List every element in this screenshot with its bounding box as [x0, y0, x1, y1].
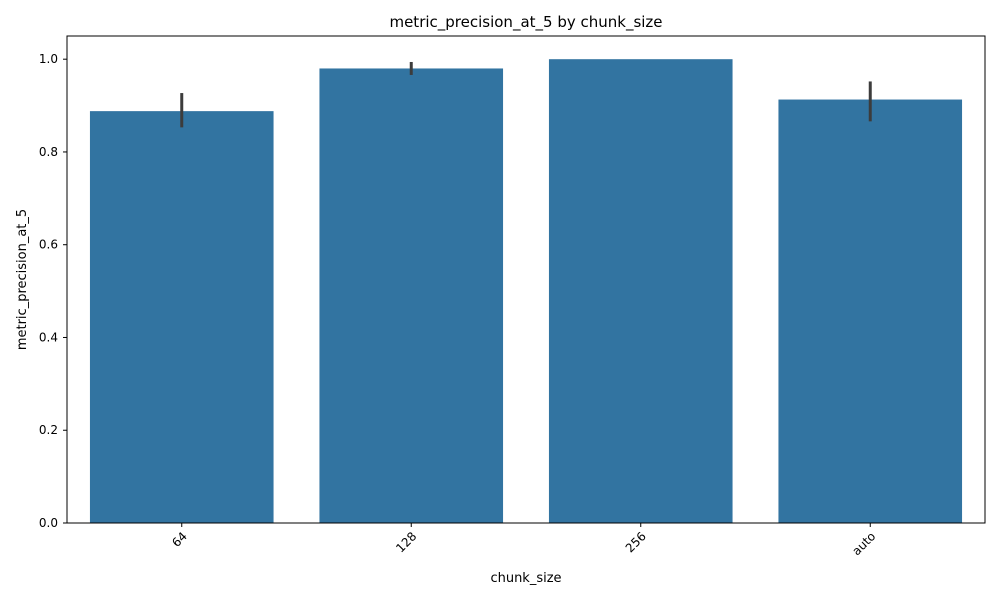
y-tick-label-1.0: 1.0: [39, 52, 58, 66]
bars-group: [89, 59, 963, 524]
x-tick-label-256: 256: [623, 529, 649, 555]
x-axis: 64 128 256 auto: [169, 523, 878, 558]
x-axis-label: chunk_size: [490, 571, 561, 586]
x-tick-label-128: 128: [393, 529, 419, 555]
bar-64: [89, 111, 274, 523]
y-tick-label-0.8: 0.8: [39, 145, 58, 159]
error-bars-group: [180, 61, 872, 128]
bar-auto: [778, 99, 963, 524]
y-tick-label-0.6: 0.6: [39, 238, 58, 252]
x-tick-label-64: 64: [169, 529, 190, 550]
bar-128: [319, 68, 504, 523]
y-axis: 0.0 0.2 0.4 0.6 0.8 1.0: [39, 52, 67, 530]
y-tick-label-0.0: 0.0: [39, 516, 58, 530]
chart-title: metric_precision_at_5 by chunk_size: [389, 13, 662, 32]
y-tick-label-0.4: 0.4: [39, 330, 58, 344]
y-axis-label: metric_precision_at_5: [15, 209, 30, 350]
bar-256: [548, 59, 733, 523]
plot-frame: [66, 35, 986, 524]
y-tick-label-0.2: 0.2: [39, 423, 58, 437]
x-tick-label-auto: auto: [849, 529, 878, 558]
